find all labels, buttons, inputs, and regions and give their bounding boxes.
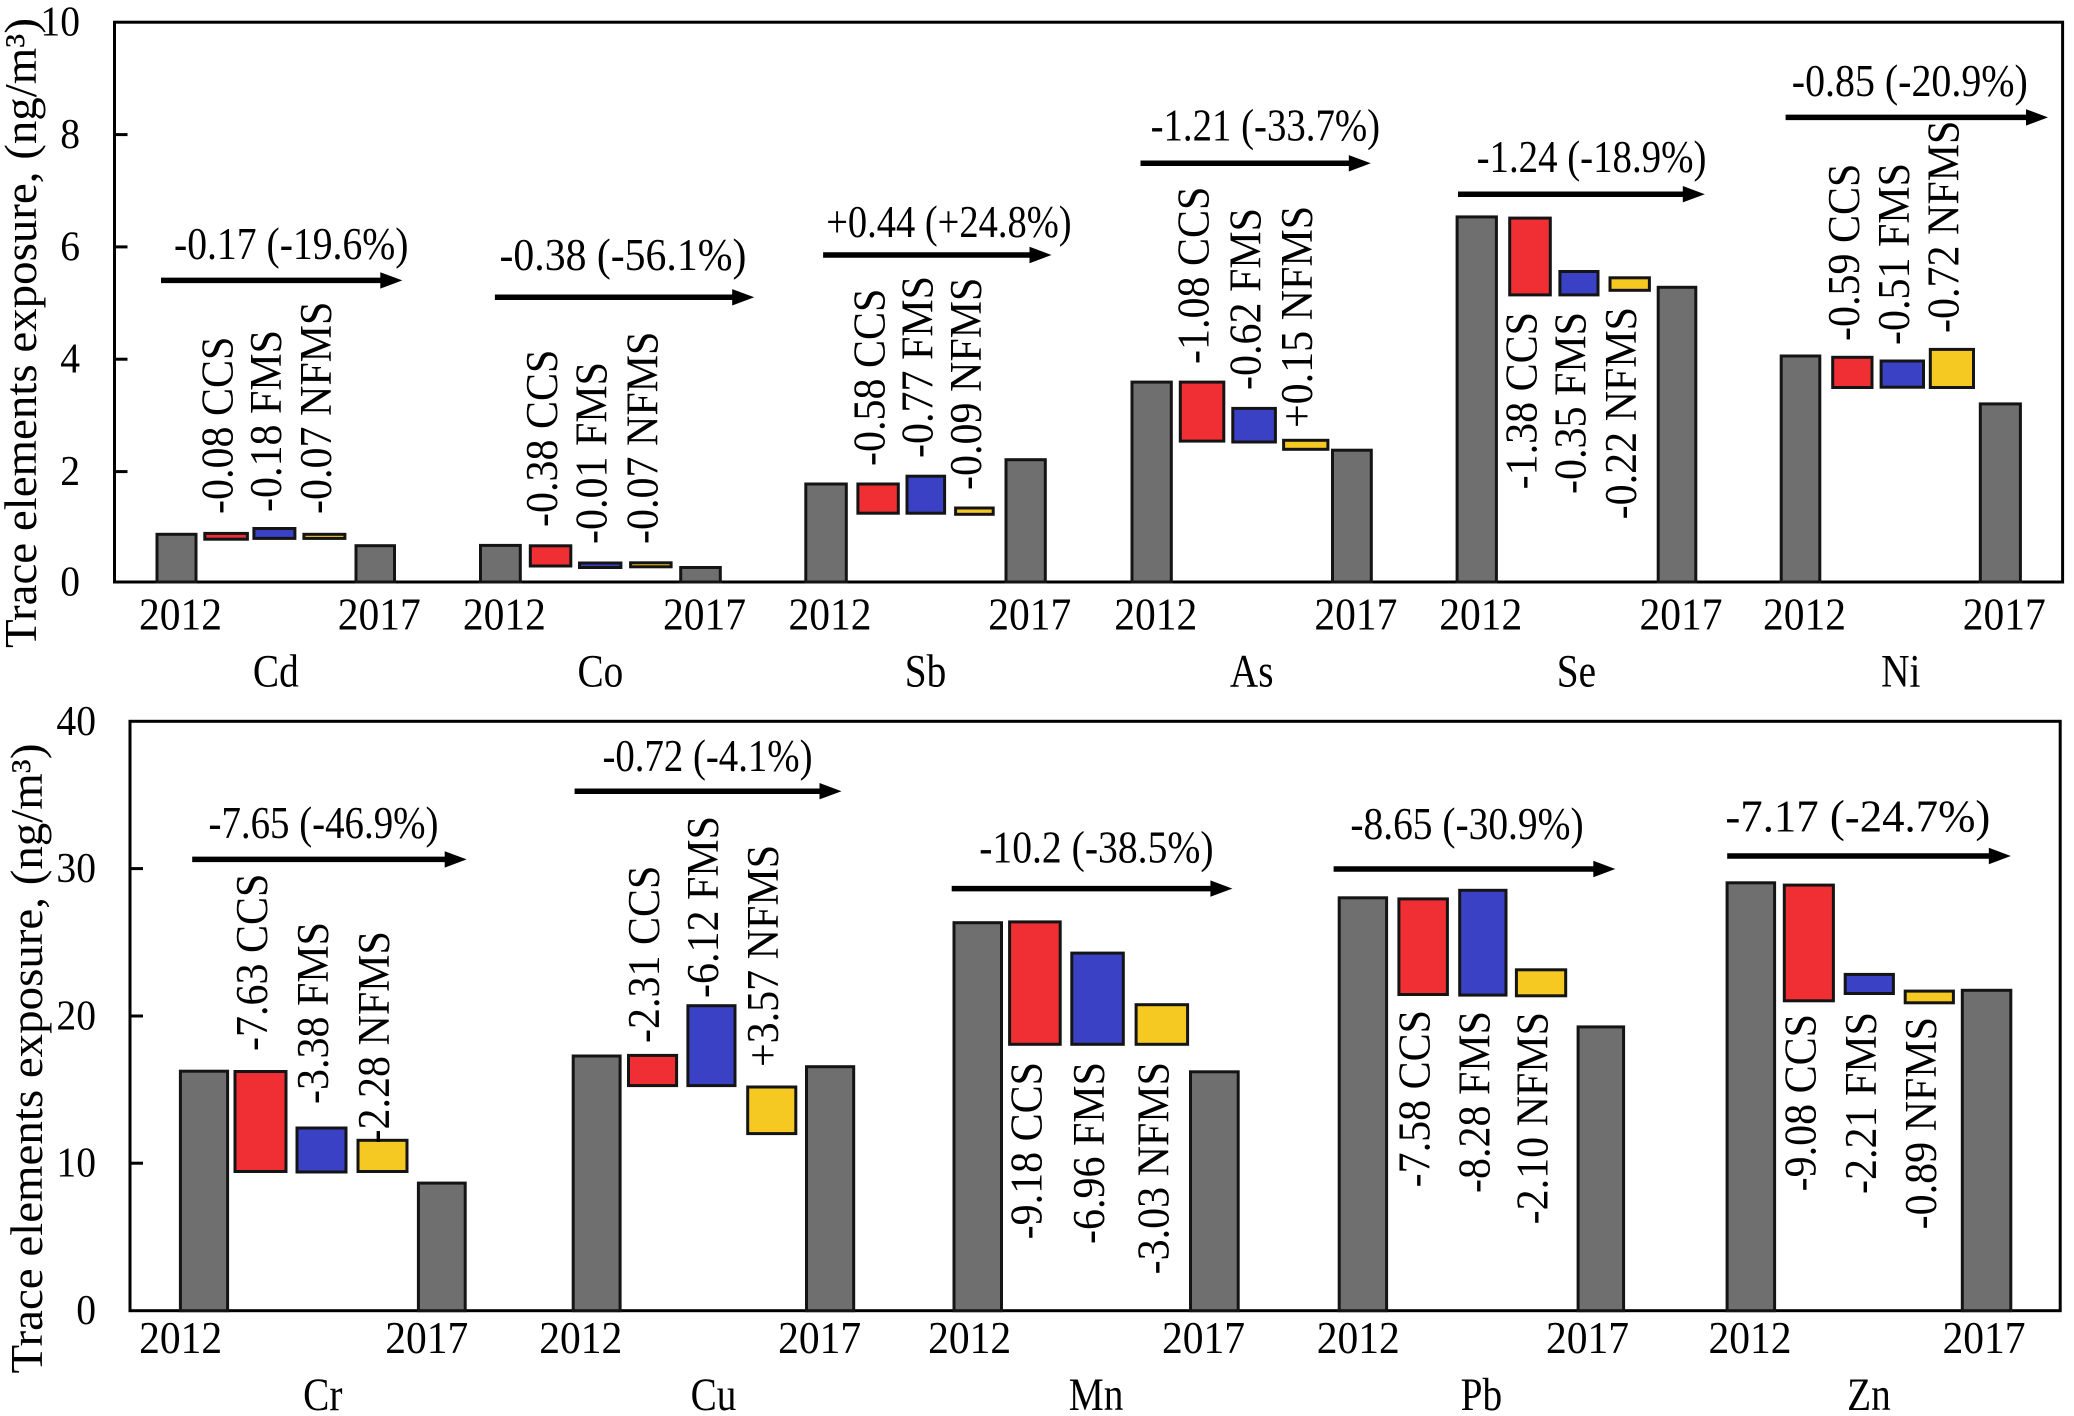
svg-text:2: 2 (60, 449, 80, 495)
svg-text:2012: 2012 (539, 1312, 622, 1363)
svg-text:Ni: Ni (1881, 646, 1920, 698)
svg-text:30: 30 (56, 846, 96, 892)
svg-text:-9.08 CCS: -9.08 CCS (1775, 1014, 1825, 1191)
svg-text:Cu: Cu (691, 1369, 737, 1416)
svg-text:2012: 2012 (789, 589, 872, 640)
svg-text:2017: 2017 (1314, 589, 1397, 640)
svg-text:2017: 2017 (385, 1312, 468, 1363)
svg-text:-0.59 CCS: -0.59 CCS (1819, 164, 1869, 341)
svg-text:2017: 2017 (338, 589, 421, 640)
svg-text:-6.96 FMS: -6.96 FMS (1064, 1062, 1114, 1244)
svg-text:2012: 2012 (139, 1312, 222, 1363)
svg-text:2012: 2012 (1317, 1312, 1400, 1363)
svg-text:2017: 2017 (663, 589, 746, 640)
svg-text:10: 10 (56, 1141, 96, 1187)
svg-text:-0.89 NFMS: -0.89 NFMS (1896, 1017, 1946, 1229)
svg-text:40: 40 (56, 699, 96, 745)
svg-text:-6.12 FMS: -6.12 FMS (678, 816, 728, 998)
svg-text:2012: 2012 (1114, 589, 1197, 640)
svg-text:Mn: Mn (1069, 1369, 1124, 1416)
svg-text:-2.10 NFMS: -2.10 NFMS (1508, 1012, 1558, 1224)
svg-text:-0.18 FMS: -0.18 FMS (241, 330, 291, 512)
svg-text:-10.2 (-38.5%): -10.2 (-38.5%) (979, 822, 1213, 873)
svg-text:-1.24 (-18.9%): -1.24 (-18.9%) (1477, 131, 1707, 182)
svg-text:As: As (1230, 646, 1274, 698)
svg-text:20: 20 (56, 994, 96, 1040)
svg-text:-0.38 CCS: -0.38 CCS (517, 350, 567, 527)
svg-text:-0.72 NFMS: -0.72 NFMS (1918, 121, 1968, 333)
svg-text:-7.65 (-46.9%): -7.65 (-46.9%) (209, 797, 439, 848)
svg-text:4: 4 (60, 337, 80, 383)
svg-text:-0.72 (-4.1%): -0.72 (-4.1%) (603, 730, 813, 781)
svg-text:2017: 2017 (1963, 589, 2046, 640)
svg-text:Co: Co (578, 646, 624, 698)
svg-text:-2.28 NFMS: -2.28 NFMS (349, 931, 399, 1143)
svg-text:-8.28 FMS: -8.28 FMS (1449, 1011, 1499, 1193)
svg-text:2017: 2017 (1943, 1312, 2026, 1363)
svg-text:-0.77 FMS: -0.77 FMS (892, 276, 942, 458)
svg-text:-1.38 CCS: -1.38 CCS (1497, 312, 1547, 489)
svg-text:-2.31 CCS: -2.31 CCS (619, 866, 669, 1043)
svg-text:Cd: Cd (253, 646, 299, 698)
svg-text:10: 10 (40, 0, 80, 46)
svg-text:-0.09 NFMS: -0.09 NFMS (941, 278, 991, 490)
svg-text:-0.38 (-56.1%): -0.38 (-56.1%) (500, 229, 747, 280)
svg-text:-0.22 NFMS: -0.22 NFMS (1596, 307, 1646, 519)
svg-text:-0.01 FMS: -0.01 FMS (567, 362, 617, 544)
svg-text:Cr: Cr (303, 1369, 343, 1416)
svg-text:+3.57 NFMS: +3.57 NFMS (738, 845, 788, 1067)
svg-text:Trace elements exposure, (ng/m: Trace elements exposure, (ng/m³) (0, 18, 46, 648)
svg-text:6: 6 (60, 224, 80, 270)
svg-text:-0.62 FMS: -0.62 FMS (1221, 208, 1271, 390)
svg-text:2012: 2012 (1763, 589, 1846, 640)
svg-text:2012: 2012 (1709, 1312, 1792, 1363)
svg-text:2012: 2012 (139, 589, 222, 640)
svg-text:2017: 2017 (988, 589, 1071, 640)
svg-text:2012: 2012 (1439, 589, 1522, 640)
svg-text:Trace elements exposure, (ng/m: Trace elements exposure, (ng/m³) (1, 744, 52, 1374)
svg-text:-2.21 FMS: -2.21 FMS (1836, 1012, 1886, 1194)
svg-text:8: 8 (60, 112, 80, 158)
svg-text:-0.07 NFMS: -0.07 NFMS (617, 332, 667, 544)
svg-text:Zn: Zn (1847, 1369, 1891, 1416)
svg-text:Sb: Sb (905, 646, 947, 698)
svg-text:-1.21 (-33.7%): -1.21 (-33.7%) (1151, 100, 1381, 151)
svg-text:+0.15 NFMS: +0.15 NFMS (1272, 206, 1322, 428)
svg-text:-0.17 (-19.6%): -0.17 (-19.6%) (174, 218, 409, 269)
svg-text:-3.38 FMS: -3.38 FMS (288, 922, 338, 1104)
svg-text:-0.51 FMS: -0.51 FMS (1869, 163, 1919, 345)
svg-text:+0.44 (+24.8%): +0.44 (+24.8%) (826, 196, 1071, 247)
svg-text:2017: 2017 (1546, 1312, 1629, 1363)
svg-text:-8.65 (-30.9%): -8.65 (-30.9%) (1350, 798, 1583, 849)
svg-text:-0.85 (-20.9%): -0.85 (-20.9%) (1792, 55, 2028, 106)
svg-text:Pb: Pb (1461, 1369, 1503, 1416)
svg-text:2017: 2017 (1162, 1312, 1245, 1363)
svg-text:2012: 2012 (463, 589, 546, 640)
svg-text:0: 0 (76, 1288, 96, 1334)
svg-text:2017: 2017 (778, 1312, 861, 1363)
svg-text:-7.58 CCS: -7.58 CCS (1390, 1010, 1440, 1187)
svg-text:0: 0 (60, 560, 80, 606)
svg-text:-0.08 CCS: -0.08 CCS (193, 337, 243, 514)
svg-text:2017: 2017 (1640, 589, 1723, 640)
svg-text:-9.18 CCS: -9.18 CCS (1001, 1062, 1051, 1239)
svg-text:-0.07 NFMS: -0.07 NFMS (291, 302, 341, 514)
svg-text:2012: 2012 (928, 1312, 1011, 1363)
svg-text:-7.63 CCS: -7.63 CCS (227, 874, 277, 1051)
svg-text:-0.35 FMS: -0.35 FMS (1546, 312, 1596, 494)
svg-text:Se: Se (1557, 646, 1596, 698)
svg-text:-3.03 NFMS: -3.03 NFMS (1128, 1062, 1178, 1274)
svg-text:-0.58 CCS: -0.58 CCS (845, 289, 895, 466)
svg-text:-1.08 CCS: -1.08 CCS (1169, 187, 1219, 364)
svg-text:-7.17 (-24.7%): -7.17 (-24.7%) (1725, 791, 1990, 842)
